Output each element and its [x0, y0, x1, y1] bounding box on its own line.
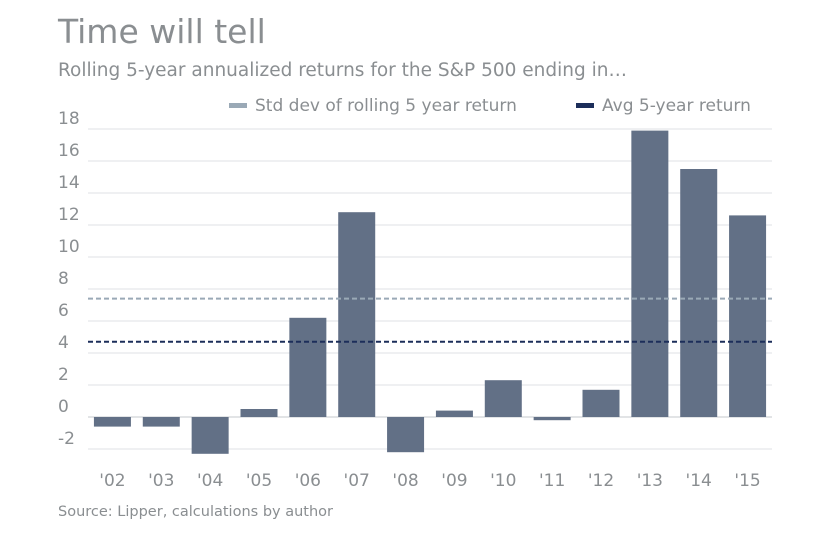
y-tick-label: 18	[58, 109, 80, 129]
x-tick-label: '03	[148, 471, 174, 491]
y-tick-label: 14	[58, 173, 80, 193]
legend-swatch	[229, 103, 247, 108]
legend-swatch	[576, 103, 594, 108]
bar	[582, 389, 620, 417]
bar	[142, 417, 180, 427]
chart-title: Time will tell	[58, 12, 266, 51]
x-tick-label: '06	[295, 471, 321, 491]
source-note: Source: Lipper, calculations by author	[58, 504, 333, 520]
bar	[93, 417, 131, 427]
x-tick-label: '10	[490, 471, 516, 491]
bar	[289, 317, 327, 417]
x-tick-label: '12	[588, 471, 614, 491]
x-tick-label: '08	[392, 471, 418, 491]
y-tick-label: 16	[58, 141, 80, 161]
x-tick-label: '14	[686, 471, 712, 491]
bar	[484, 380, 522, 417]
bar	[240, 409, 278, 417]
grid-layer	[88, 128, 772, 450]
y-tick-label: 10	[58, 237, 80, 257]
bar	[387, 417, 425, 453]
bar	[729, 215, 767, 417]
x-tick-label: '13	[637, 471, 663, 491]
y-tick-label: 4	[58, 333, 69, 353]
bar	[191, 417, 229, 454]
x-tick-label: '15	[734, 471, 760, 491]
reference-line-layer	[88, 297, 772, 343]
bar	[533, 417, 571, 421]
bar-layer	[93, 130, 767, 454]
x-tick-label: '04	[197, 471, 223, 491]
x-tick-label: '07	[344, 471, 370, 491]
bar	[680, 169, 718, 417]
x-axis-ticks: '02 '03 '04 '05 '06 '07 '08 '09 '10 '11 '12 '13 '14 '…	[99, 471, 760, 491]
y-tick-label: 0	[58, 397, 69, 417]
legend-label: Std dev of rolling 5 year return	[255, 96, 517, 116]
y-tick-label: 8	[58, 269, 69, 289]
x-tick-label: '05	[246, 471, 272, 491]
bar	[435, 410, 473, 417]
bar	[631, 130, 669, 417]
chart-subtitle: Rolling 5-year annualized returns for th…	[58, 60, 627, 81]
x-tick-label: '11	[539, 471, 565, 491]
x-tick-label: '09	[441, 471, 467, 491]
y-tick-label: -2	[58, 429, 75, 449]
legend: Std dev of rolling 5 year return Avg 5-ye…	[229, 96, 751, 116]
y-axis-ticks: -2 0 2 4 6 8 10 12 14 16 18	[58, 109, 80, 449]
y-tick-label: 6	[58, 301, 69, 321]
y-tick-label: 2	[58, 365, 69, 385]
y-tick-label: 12	[58, 205, 80, 225]
legend-label: Avg 5-year return	[602, 96, 751, 116]
x-tick-label: '02	[99, 471, 125, 491]
bar	[338, 212, 376, 417]
